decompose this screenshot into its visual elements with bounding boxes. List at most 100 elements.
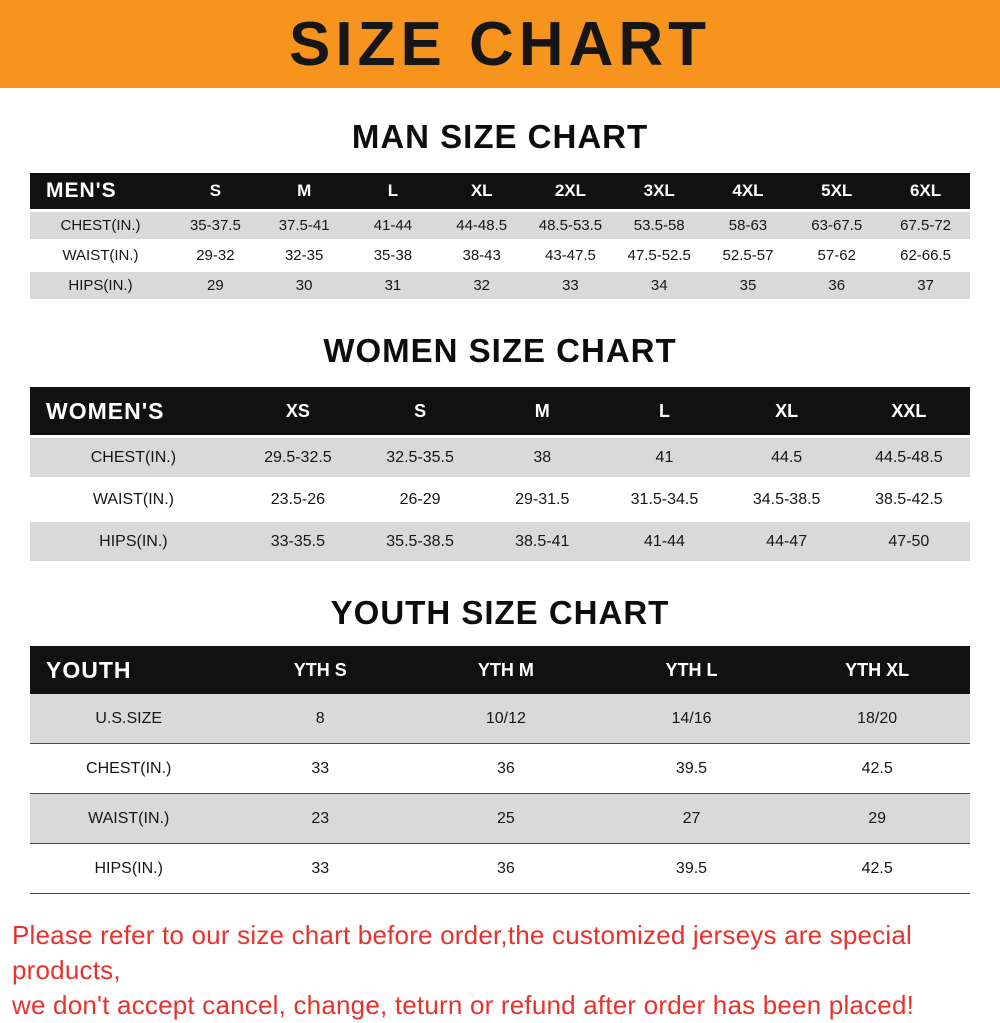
value-cell: 38 bbox=[481, 438, 604, 477]
value-cell: 43-47.5 bbox=[545, 247, 596, 264]
size-table: WOMEN'S XS S M L XL XXL CHEST(IN.) 29.5-32.5 32.… bbox=[30, 384, 970, 564]
value-cell: 27 bbox=[598, 794, 785, 844]
row-label-cell: HIPS(IN.) bbox=[30, 844, 228, 894]
value-cell: 36 bbox=[413, 844, 599, 894]
value-cell: 23.5-26 bbox=[270, 490, 326, 508]
size-header-cell: M bbox=[259, 173, 349, 209]
notice-line-2: we don't accept cancel, change, teturn o… bbox=[12, 990, 915, 1021]
value-cell: 34 bbox=[614, 272, 704, 299]
size-section: YOUTH SIZE CHART YOUTH YTH S YTH M YTH L YTH… bbox=[0, 594, 1000, 894]
table-header-row: MEN'S S M L XL 2XL 3XL 4XL 5XL 6XL bbox=[30, 173, 970, 209]
size-header-cell: XS bbox=[236, 387, 359, 435]
value-cell: 33 bbox=[227, 844, 414, 894]
value-cell: 38.5-42.5 bbox=[875, 490, 943, 508]
value-cell: 35-38 bbox=[373, 247, 413, 264]
value-cell: 31.5-34.5 bbox=[630, 490, 699, 508]
value-cell: 67.5-72 bbox=[881, 212, 970, 239]
table-row: HIPS(IN.) 33 36 39.5 42.5 bbox=[30, 844, 970, 894]
size-header-cell: YTH S bbox=[227, 646, 414, 694]
size-header-cell: YTH M bbox=[413, 646, 599, 694]
value-cell: 33 bbox=[227, 744, 414, 794]
value-cell: 38.5-41 bbox=[481, 522, 604, 561]
table-title-cell: MEN'S bbox=[30, 173, 171, 209]
value-cell: 29-32 bbox=[196, 247, 235, 264]
value-cell: 8 bbox=[227, 694, 414, 744]
value-cell: 44-48.5 bbox=[437, 212, 527, 239]
table-row: CHEST(IN.) 33 36 39.5 42.5 bbox=[30, 744, 970, 794]
size-header-cell: L bbox=[348, 173, 438, 209]
table-row: WAIST(IN.) 23 25 27 29 bbox=[30, 794, 970, 844]
value-cell: 10/12 bbox=[413, 694, 599, 744]
value-cell: 42.5 bbox=[784, 744, 970, 794]
value-cell: 29-31.5 bbox=[515, 490, 570, 508]
value-cell: 52.5-57 bbox=[722, 247, 774, 264]
value-cell: 44-47 bbox=[725, 522, 848, 561]
value-cell: 41-44 bbox=[603, 522, 726, 561]
value-cell: 63-67.5 bbox=[792, 212, 882, 239]
table-header-row: YOUTH YTH S YTH M YTH L YTH XL bbox=[30, 646, 970, 694]
value-cell: 44.5-48.5 bbox=[847, 438, 970, 477]
value-cell: 26-29 bbox=[399, 490, 441, 508]
notice-line-1: Please refer to our size chart before or… bbox=[12, 920, 913, 986]
sections: MAN SIZE CHART MEN'S S M L XL 2XL 3XL 4XL 5XL 6XL… bbox=[0, 118, 1000, 894]
value-cell: 29 bbox=[784, 794, 970, 844]
value-cell: 53.5-58 bbox=[614, 212, 704, 239]
row-label-cell: CHEST(IN.) bbox=[30, 438, 237, 477]
size-table: MEN'S S M L XL 2XL 3XL 4XL 5XL 6XL CHEST(IN.) 35-3… bbox=[30, 170, 970, 302]
table-title-cell: YOUTH bbox=[30, 646, 228, 694]
value-cell: 39.5 bbox=[598, 844, 785, 894]
size-header-cell: S bbox=[171, 173, 260, 209]
size-header-cell: XL bbox=[725, 387, 848, 435]
row-label-cell: WAIST(IN.) bbox=[62, 247, 139, 264]
row-label-cell: CHEST(IN.) bbox=[30, 744, 228, 794]
value-cell: 42.5 bbox=[784, 844, 970, 894]
size-header-cell: 3XL bbox=[614, 173, 704, 209]
row-label-cell: WAIST(IN.) bbox=[30, 794, 228, 844]
footer-notice: Please refer to our size chart before or… bbox=[12, 918, 986, 1023]
row-label-cell: CHEST(IN.) bbox=[30, 212, 171, 239]
section-heading: WOMEN SIZE CHART bbox=[323, 332, 677, 369]
value-cell: 29.5-32.5 bbox=[236, 438, 359, 477]
value-cell: 35 bbox=[703, 272, 793, 299]
size-section: WOMEN SIZE CHART WOMEN'S XS S M L XL XXL CHEST… bbox=[0, 332, 1000, 564]
value-cell: 58-63 bbox=[703, 212, 793, 239]
size-header-cell: M bbox=[481, 387, 604, 435]
size-header-cell: 2XL bbox=[526, 173, 615, 209]
value-cell: 32 bbox=[437, 272, 527, 299]
table-row: WAIST(IN.) 29-32 32-35 35-38 38-43 43-47.5 47.… bbox=[30, 242, 970, 269]
table-title-cell: WOMEN'S bbox=[30, 387, 237, 435]
value-cell: 37.5-41 bbox=[259, 212, 349, 239]
value-cell: 29 bbox=[171, 272, 260, 299]
value-cell: 39.5 bbox=[598, 744, 785, 794]
value-cell: 37 bbox=[881, 272, 970, 299]
value-cell: 34.5-38.5 bbox=[752, 490, 821, 508]
size-table: YOUTH YTH S YTH M YTH L YTH XL U.S.SIZE 8 10/1… bbox=[30, 646, 970, 894]
size-header-cell: XL bbox=[437, 173, 527, 209]
value-cell: 31 bbox=[348, 272, 438, 299]
value-cell: 38-43 bbox=[462, 247, 501, 264]
value-cell: 35-37.5 bbox=[171, 212, 260, 239]
table-row: HIPS(IN.) 33-35.5 35.5-38.5 38.5-41 41-44 44-… bbox=[30, 522, 970, 561]
value-cell: 14/16 bbox=[598, 694, 785, 744]
banner: SIZE CHART bbox=[0, 0, 1000, 88]
value-cell: 32-35 bbox=[284, 247, 324, 264]
value-cell: 41-44 bbox=[348, 212, 438, 239]
size-header-cell: 6XL bbox=[881, 173, 970, 209]
value-cell: 23 bbox=[227, 794, 414, 844]
section-heading: MAN SIZE CHART bbox=[351, 118, 649, 155]
row-label-cell: HIPS(IN.) bbox=[30, 272, 171, 299]
size-header-cell: YTH L bbox=[598, 646, 785, 694]
table-row: CHEST(IN.) 35-37.5 37.5-41 41-44 44-48.5 48.5… bbox=[30, 212, 970, 239]
value-cell: 35.5-38.5 bbox=[358, 522, 482, 561]
value-cell: 33 bbox=[526, 272, 615, 299]
table-row: WAIST(IN.) 23.5-26 26-29 29-31.5 31.5-34.5 34… bbox=[30, 480, 970, 519]
value-cell: 18/20 bbox=[784, 694, 970, 744]
size-header-cell: 5XL bbox=[792, 173, 882, 209]
value-cell: 30 bbox=[259, 272, 349, 299]
value-cell: 41 bbox=[603, 438, 726, 477]
value-cell: 44.5 bbox=[725, 438, 848, 477]
value-cell: 33-35.5 bbox=[236, 522, 359, 561]
row-label-cell: U.S.SIZE bbox=[30, 694, 228, 744]
value-cell: 62-66.5 bbox=[900, 247, 951, 264]
value-cell: 36 bbox=[792, 272, 882, 299]
